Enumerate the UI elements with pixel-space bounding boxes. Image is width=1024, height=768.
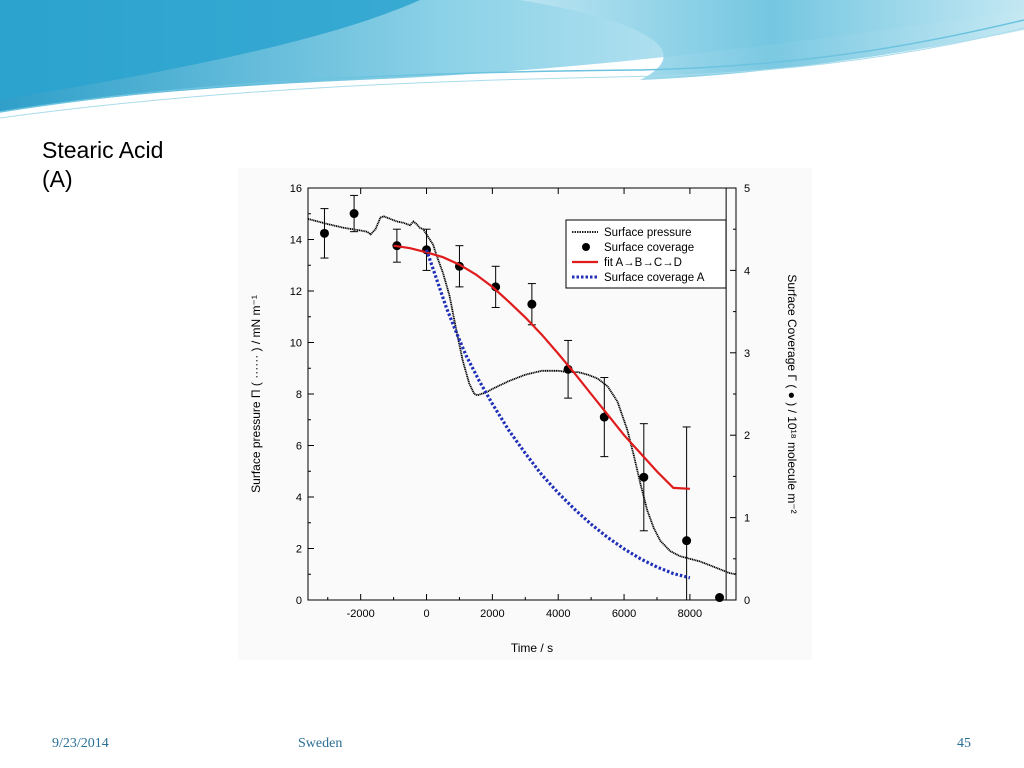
y-right-tick-label: 5 [744, 183, 750, 195]
y-left-tick-label: 14 [290, 235, 302, 247]
legend: Surface pressure Surface coverage fit A→B→… [565, 219, 727, 289]
page-number: 45 [957, 736, 971, 751]
chart-figure: -2000 0 2000 4000 6000 8000 0 2 4 6 8 10 12 14 16 0 1 2 3 4… [238, 168, 812, 660]
y-left-tick-label: 8 [296, 389, 302, 401]
slide-title-line1: Stearic Acid [42, 137, 164, 163]
x-tick-label: 4000 [546, 608, 570, 620]
x-tick-label: 8000 [678, 608, 702, 620]
legend-label: Surface coverage A [604, 272, 705, 284]
surface-coverage-point [349, 209, 359, 219]
legend-label: Surface pressure [604, 227, 692, 239]
y-left-tick-label: 4 [296, 492, 302, 504]
slide-title-line2: (A) [42, 166, 73, 192]
x-tick-label: 6000 [612, 608, 636, 620]
surface-coverage-point [682, 536, 692, 546]
y-right-tick-label: 0 [744, 595, 750, 607]
legend-label: fit A→B→C→D [604, 257, 682, 269]
slide-title: Stearic Acid (A) [42, 136, 163, 194]
legend-label: Surface coverage [604, 242, 694, 254]
surface-coverage-point [319, 228, 329, 238]
x-tick-label: 0 [423, 608, 429, 620]
surface-coverage-point [639, 472, 649, 482]
surface-coverage-point [715, 593, 725, 603]
y-right-tick-label: 1 [744, 513, 750, 525]
surface-pressure-line [308, 215, 736, 576]
y-right-tick-label: 4 [744, 265, 750, 277]
y-left-axis-label: Surface pressure Π ( ······ ) / mN m⁻¹ [249, 295, 263, 493]
y-right-tick-label: 3 [744, 348, 750, 360]
y-left-tick-label: 10 [290, 338, 302, 350]
surface-coverage-point [527, 299, 537, 309]
footer-place: Sweden [298, 736, 343, 751]
y-right-tick-label: 2 [744, 430, 750, 442]
y-right-axis-label: Surface Coverage Γ ( ● ) / 10¹⁸ molecule… [785, 274, 799, 513]
fit-line [393, 244, 690, 490]
chart-svg: -2000 0 2000 4000 6000 8000024681012141601234… [249, 183, 799, 655]
surface-coverage-a-line [424, 249, 691, 580]
y-left-tick-label: 0 [296, 595, 302, 607]
x-tick-label: -2000 [347, 608, 375, 620]
y-left-tick-label: 16 [290, 183, 302, 195]
x-axis-label: Time / s [511, 641, 553, 655]
footer-date: 9/23/2014 [52, 736, 109, 751]
legend-swatch-points [582, 243, 590, 251]
header-wave-banner [0, 0, 1024, 119]
y-left-tick-label: 6 [296, 441, 302, 453]
x-tick-label: 2000 [480, 608, 504, 620]
y-left-tick-label: 12 [290, 286, 302, 298]
y-left-tick-label: 2 [296, 544, 302, 556]
